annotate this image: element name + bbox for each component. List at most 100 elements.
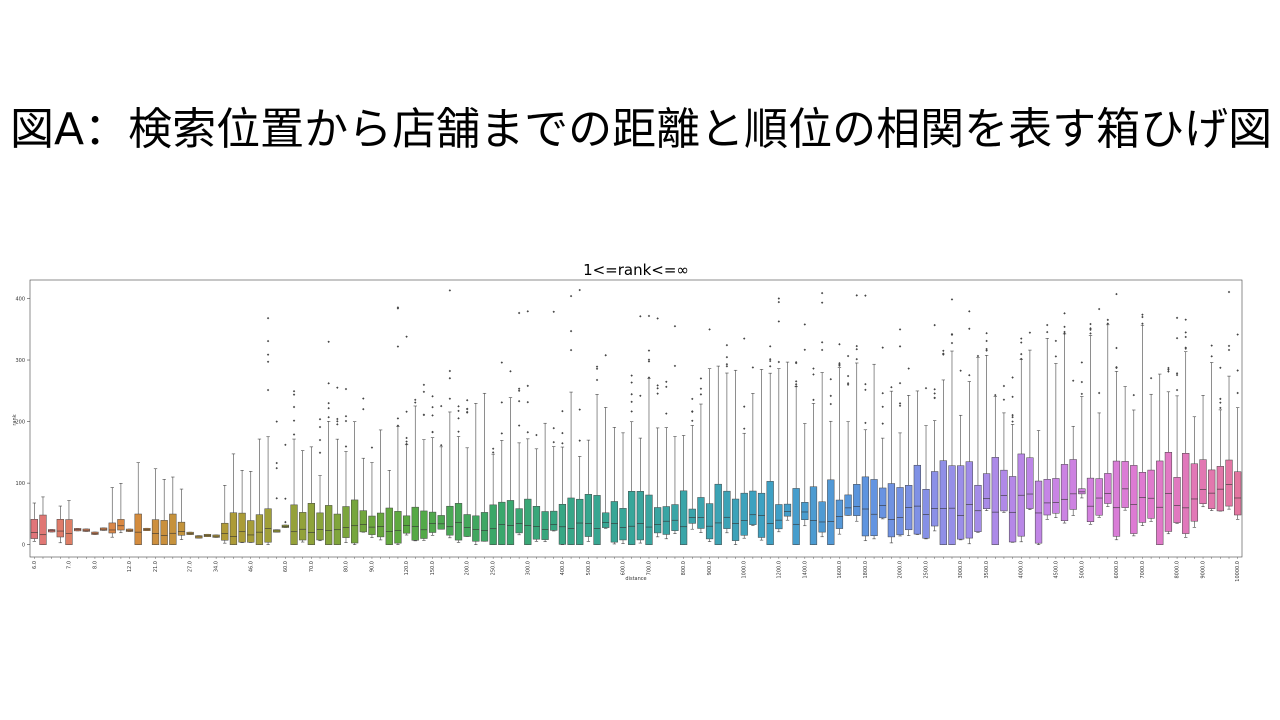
box-58 — [532, 433, 541, 542]
box-85 — [766, 345, 774, 545]
box-110 — [982, 331, 991, 511]
box-112 — [1000, 384, 1008, 513]
box-9 — [108, 487, 116, 538]
box-95 — [853, 294, 861, 522]
box-62 — [567, 294, 575, 545]
box-22 — [221, 485, 229, 544]
box-18 — [186, 531, 194, 535]
box-120 — [1069, 379, 1077, 516]
box-86 — [775, 297, 783, 533]
box-35 — [333, 386, 341, 545]
x-tick-label: 80.0 — [343, 561, 349, 572]
box-116 — [1034, 430, 1043, 545]
x-tick-label: 1000.0 — [742, 561, 748, 579]
box-136 — [1208, 344, 1216, 511]
box-4 — [65, 500, 73, 545]
box-66 — [602, 354, 610, 529]
x-tick-label: 12.0 — [127, 561, 133, 572]
box-129 — [1147, 376, 1155, 522]
box-113 — [1008, 376, 1017, 543]
box-135 — [1199, 394, 1207, 508]
box-30 — [290, 390, 298, 545]
x-tick-label: 3000.0 — [958, 561, 964, 579]
box-28 — [273, 420, 281, 533]
box-38 — [359, 397, 367, 533]
box-133 — [1182, 318, 1190, 538]
box-72 — [654, 317, 662, 538]
x-tick-label: 4000.0 — [1019, 561, 1025, 579]
box-46 — [428, 395, 437, 536]
chart-title: 1<=rank<=∞ — [583, 261, 689, 279]
box-47 — [437, 404, 445, 530]
box-34 — [325, 340, 333, 545]
box-21 — [212, 534, 220, 538]
box-99 — [887, 386, 896, 544]
box-64 — [584, 439, 593, 542]
axis-layer: 0 100 200 300 400 6.0 7.0 8.0 12.0 21.0 27.0 34.0 46… — [15, 279, 1243, 582]
box-98 — [879, 346, 887, 520]
x-tick-label: 46.0 — [248, 561, 254, 572]
box-111 — [991, 393, 999, 545]
box-76 — [688, 397, 696, 530]
box-119 — [1060, 312, 1069, 524]
box-131 — [1164, 366, 1173, 535]
box-14 — [151, 468, 160, 545]
box-1 — [39, 496, 47, 545]
box-68 — [619, 432, 627, 544]
x-tick-label: 8.0 — [92, 561, 98, 569]
box-57 — [524, 310, 532, 545]
x-tick-label: 400.0 — [560, 561, 566, 575]
box-117 — [1043, 323, 1051, 520]
x-tick-label: 1800.0 — [863, 561, 869, 579]
box-8 — [99, 527, 108, 531]
box-37 — [351, 421, 359, 545]
x-tick-label: 90.0 — [369, 561, 375, 572]
x-tick-label: 10000.0 — [1235, 561, 1241, 582]
box-65 — [593, 365, 601, 545]
box-105 — [939, 349, 947, 545]
x-tick-label: 5000.0 — [1079, 561, 1085, 579]
box-103 — [922, 386, 930, 540]
box-124 — [1104, 318, 1112, 507]
box-91 — [818, 291, 826, 538]
box-24 — [238, 469, 246, 543]
x-axis-label: distance — [625, 576, 646, 582]
box-layer — [30, 288, 1242, 545]
box-128 — [1138, 313, 1147, 526]
box-92 — [827, 377, 835, 545]
x-tick-label: 120.0 — [404, 561, 410, 575]
box-11 — [125, 528, 134, 532]
box-27 — [264, 316, 272, 545]
box-33 — [316, 417, 324, 542]
box-50 — [463, 399, 471, 537]
box-71 — [645, 314, 653, 545]
plot-frame — [29, 279, 1243, 558]
box-69 — [628, 374, 636, 545]
box-45 — [420, 383, 428, 541]
box-73 — [662, 380, 670, 540]
box-82 — [740, 337, 748, 539]
box-44 — [411, 398, 419, 542]
x-tick-label: 60.0 — [283, 561, 289, 572]
y-tick-label: 0 — [22, 542, 25, 548]
box-49 — [454, 405, 463, 543]
box-121 — [1078, 361, 1086, 499]
box-20 — [203, 533, 212, 538]
x-tick-label: 1200.0 — [776, 561, 782, 579]
box-127 — [1130, 393, 1138, 537]
box-87 — [783, 361, 792, 521]
box-16 — [169, 476, 177, 545]
slide-title: 図A：検索位置から店舗までの距離と順位の相関を表す箱ひげ図 — [10, 104, 1273, 155]
x-tick-label: 600.0 — [621, 561, 627, 575]
box-118 — [1052, 339, 1060, 518]
box-101 — [905, 367, 913, 536]
box-94 — [844, 354, 852, 516]
box-126 — [1121, 386, 1129, 511]
box-23 — [229, 453, 238, 545]
x-tick-label: 9000.0 — [1201, 561, 1207, 579]
box-7 — [91, 531, 99, 535]
box-59 — [541, 422, 549, 543]
x-tick-label: 250.0 — [491, 561, 497, 575]
